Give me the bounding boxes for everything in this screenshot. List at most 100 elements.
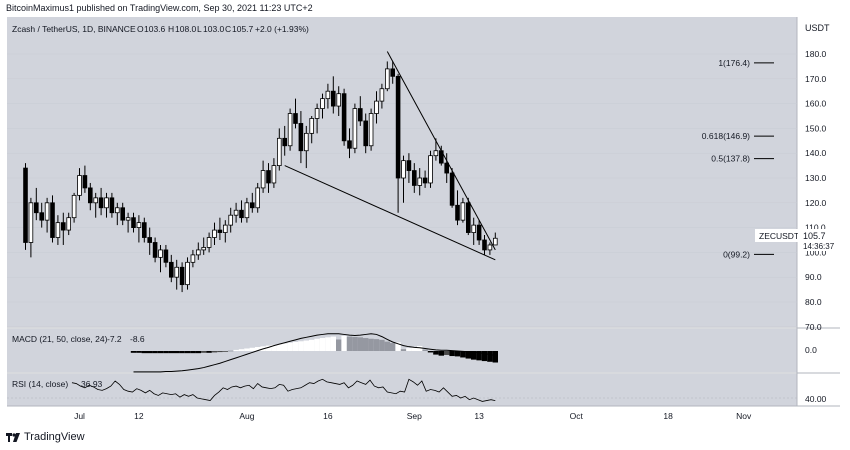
macd-bar (141, 351, 147, 354)
macd-pane[interactable] (130, 333, 498, 373)
time-axis-tick: 18 (663, 411, 673, 421)
fib-label: 1(176.4) (718, 58, 750, 68)
ohlc-open-label: O (137, 24, 144, 34)
price-axis-tick: 170.0 (805, 74, 827, 84)
ohlc-high: 108.0 (175, 24, 197, 34)
macd-bar (211, 351, 218, 353)
candle-body (115, 207, 120, 214)
candle-body (384, 68, 390, 90)
rsi-line (71, 378, 496, 402)
fib-levels[interactable]: 1(176.4) 0.618(146.9) 0.5(137.8) 0(99.2) (702, 58, 774, 259)
candle-body (309, 118, 314, 134)
candle-body (55, 222, 61, 238)
candle-body (195, 249, 201, 256)
macd-bar (336, 339, 342, 351)
candle-body (341, 93, 347, 142)
candle-body (487, 244, 493, 251)
time-axis-tick: Oct (570, 411, 584, 421)
candle-body (298, 123, 304, 152)
candle-body (44, 202, 50, 221)
macd-bar (492, 351, 498, 363)
candle-body (482, 239, 487, 251)
ohlc-open: 103.6 (144, 24, 166, 34)
candle-body (287, 113, 293, 147)
candle-body (282, 137, 287, 147)
candle-body (422, 177, 428, 184)
candle-body (379, 88, 385, 102)
grid-lines (7, 53, 797, 328)
macd-bar (282, 343, 288, 351)
candle-body (50, 202, 55, 238)
macd-bar (228, 350, 234, 352)
macd-bar (271, 344, 277, 351)
macd-bar (314, 338, 320, 351)
time-axis[interactable]: Jul 12 Aug 16 Sep 13 Oct 18 Nov (74, 411, 752, 421)
price-axis[interactable]: 180.0 170.0 160.0 150.0 140.0 130.0 120.0 110.0… (805, 49, 827, 332)
price-tag-box (798, 229, 838, 251)
rsi-legend: RSI (14, close) 36.93 40.00 (12, 379, 827, 404)
publish-info: BitcoinMaximus1 published on TradingView… (6, 3, 313, 13)
macd-bar (244, 348, 250, 351)
tradingview-branding[interactable]: TradingView (6, 431, 85, 443)
price-axis-tick: 140.0 (805, 148, 827, 158)
candles[interactable] (23, 61, 498, 293)
trendlines[interactable] (284, 51, 496, 261)
candle-body (336, 93, 341, 107)
time-axis-tick: 13 (474, 411, 484, 421)
fib-label: 0.5(137.8) (711, 154, 750, 164)
candle-body (255, 187, 261, 209)
candle-body (23, 167, 28, 243)
tradingview-label: TradingView (24, 431, 85, 443)
ohlc-high-label: H (168, 24, 174, 34)
candle-body (325, 90, 331, 100)
macd-bar (411, 347, 417, 351)
time-axis-tick: Aug (239, 411, 254, 421)
candle-body (185, 261, 190, 286)
candle-body (82, 175, 88, 189)
macd-bar (454, 351, 461, 357)
candle-body (163, 249, 169, 263)
macd-bar (427, 351, 434, 353)
macd-value-2: -8.6 (130, 334, 145, 344)
candle-body (320, 98, 325, 109)
candle-body (303, 132, 309, 152)
candle-body (217, 229, 223, 233)
macd-bar (363, 338, 369, 351)
trendline (284, 165, 496, 261)
price-axis-tick: 130.0 (805, 173, 827, 183)
candle-body (125, 217, 131, 221)
candle-body (406, 160, 412, 171)
candle-body (93, 197, 99, 204)
price-axis-tick: 150.0 (805, 123, 827, 133)
candle-body (266, 170, 271, 184)
candle-body (357, 108, 363, 122)
rsi-pane-background (7, 374, 797, 406)
price-tag-price: 105.7 (803, 231, 826, 241)
candle-body (190, 254, 196, 263)
candle-body (390, 68, 395, 77)
macd-bar (357, 337, 363, 351)
macd-bar (346, 336, 353, 351)
ohlc-close-label: C (225, 24, 231, 34)
tradingview-logo-icon (6, 432, 20, 442)
ohlc-low: 103.0 (203, 24, 225, 34)
candle-body (293, 113, 298, 124)
macd-bar (174, 351, 180, 354)
currency-label: USDT (805, 23, 830, 33)
price-axis-tick: 160.0 (805, 99, 827, 109)
macd-value-1: -7.2 (107, 334, 122, 344)
candle-body (249, 202, 255, 209)
candle-body (136, 222, 142, 228)
price-tag: ZECUSDT 105.7 14:36:37 (755, 229, 838, 251)
macd-bar (395, 342, 401, 351)
candle-body (179, 266, 185, 286)
candle-body (330, 90, 336, 107)
macd-bar (465, 351, 471, 359)
macd-bar (481, 351, 488, 362)
candle-body (363, 120, 368, 147)
candle-body (39, 212, 44, 221)
rsi-pane[interactable] (7, 378, 797, 402)
candle-body (492, 237, 498, 246)
candle-body (444, 162, 449, 174)
